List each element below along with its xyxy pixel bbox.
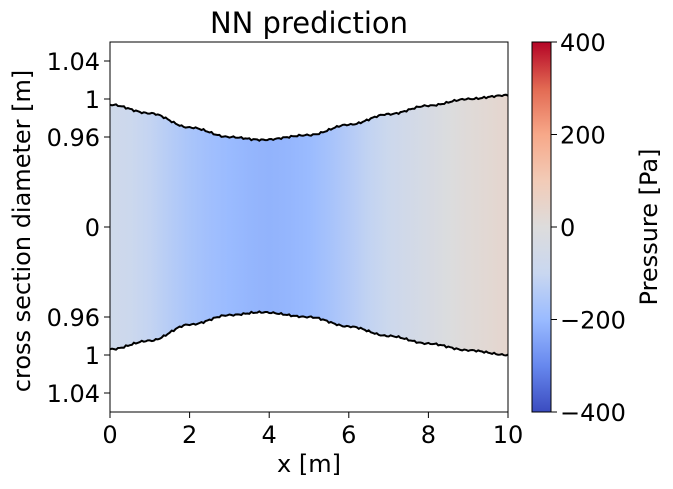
upper-wall-line (110, 93, 508, 142)
colorbar-tick-label: 0 (560, 214, 575, 242)
colorbar-tick-label: 400 (560, 29, 606, 57)
x-tick-label: 8 (421, 421, 436, 449)
y-tick-label: 1.04 (47, 380, 100, 408)
x-axis-ticks: 0 2 4 6 8 10 (102, 412, 523, 449)
x-tick-label: 10 (493, 421, 524, 449)
colorbar-tick-label: 200 (560, 122, 606, 150)
y-tick-label: 1.04 (47, 48, 100, 76)
colorbar-tick-label: −400 (560, 399, 626, 427)
plot-area (110, 93, 508, 357)
colorbar (531, 41, 552, 413)
colorbar-tick-label: −200 (560, 307, 626, 335)
y-tick-label: 0.96 (47, 304, 100, 332)
x-tick-label: 4 (262, 421, 277, 449)
x-tick-label: 2 (182, 421, 197, 449)
y-axis-ticks: 1.04 1 0.96 0 0.96 1 1.04 (47, 48, 110, 408)
lower-wall-line (110, 310, 508, 357)
x-tick-label: 0 (102, 421, 117, 449)
colorbar-label: Pressure [Pa] (635, 149, 663, 306)
y-tick-label: 0 (85, 214, 100, 242)
y-tick-label: 1 (85, 342, 100, 370)
colorbar-ticks: 400 200 0 −200 −400 (551, 29, 626, 427)
chart-title: NN prediction (210, 6, 408, 40)
y-tick-label: 1 (85, 86, 100, 114)
x-tick-label: 6 (341, 421, 356, 449)
pressure-field (110, 94, 508, 356)
x-axis-label: x [m] (277, 450, 341, 478)
y-axis-label: cross section diameter [m] (8, 70, 36, 392)
y-tick-label: 0.96 (47, 124, 100, 152)
